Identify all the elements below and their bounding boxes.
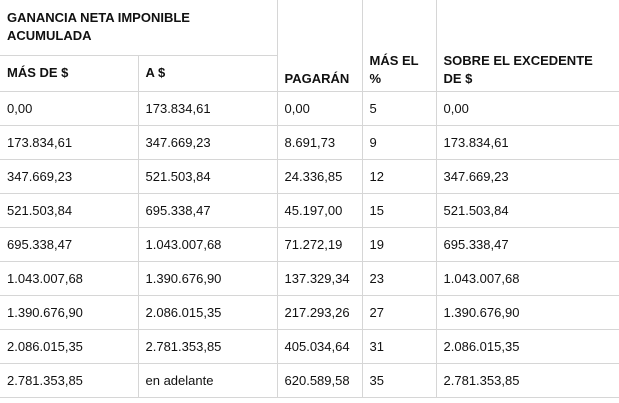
cell-mas-el-porcentaje: 15 bbox=[361, 192, 437, 228]
cell-a: 1.043.007,68 bbox=[137, 226, 278, 262]
cell-sobre-excedente: 2.086.015,35 bbox=[435, 328, 619, 364]
cell-mas-de: 0,00 bbox=[0, 90, 139, 126]
cell-a: en adelante bbox=[137, 362, 278, 398]
cell-sobre-excedente: 521.503,84 bbox=[435, 192, 619, 228]
cell-pagaran: 0,00 bbox=[276, 90, 363, 126]
cell-mas-de: 347.669,23 bbox=[0, 158, 139, 194]
cell-a: 695.338,47 bbox=[137, 192, 278, 228]
cell-sobre-excedente: 2.781.353,85 bbox=[435, 362, 619, 398]
cell-sobre-excedente: 0,00 bbox=[435, 90, 619, 126]
cell-a: 2.781.353,85 bbox=[137, 328, 278, 364]
header-pagaran: PAGARÁN bbox=[276, 0, 363, 92]
cell-sobre-excedente: 347.669,23 bbox=[435, 158, 619, 194]
header-ganancia-neta: GANANCIA NETA IMPONIBLE ACUMULADA bbox=[0, 0, 278, 56]
cell-sobre-excedente: 1.043.007,68 bbox=[435, 260, 619, 296]
header-mas-de: MÁS DE $ bbox=[0, 54, 139, 92]
header-mas-el-porcentaje: MÁS EL % bbox=[361, 0, 437, 92]
cell-mas-el-porcentaje: 19 bbox=[361, 226, 437, 262]
cell-sobre-excedente: 1.390.676,90 bbox=[435, 294, 619, 330]
cell-sobre-excedente: 173.834,61 bbox=[435, 124, 619, 160]
cell-mas-de: 1.390.676,90 bbox=[0, 294, 139, 330]
cell-pagaran: 8.691,73 bbox=[276, 124, 363, 160]
cell-mas-de: 2.781.353,85 bbox=[0, 362, 139, 398]
table-row: 1.043.007,68 1.390.676,90 137.329,34 23 … bbox=[0, 260, 619, 296]
cell-a: 1.390.676,90 bbox=[137, 260, 278, 296]
cell-mas-el-porcentaje: 12 bbox=[361, 158, 437, 194]
cell-mas-de: 521.503,84 bbox=[0, 192, 139, 228]
table-row: 173.834,61 347.669,23 8.691,73 9 173.834… bbox=[0, 124, 619, 160]
table-row: 0,00 173.834,61 0,00 5 0,00 bbox=[0, 90, 619, 126]
table-row: 347.669,23 521.503,84 24.336,85 12 347.6… bbox=[0, 158, 619, 194]
cell-pagaran: 405.034,64 bbox=[276, 328, 363, 364]
cell-mas-de: 173.834,61 bbox=[0, 124, 139, 160]
cell-pagaran: 45.197,00 bbox=[276, 192, 363, 228]
cell-pagaran: 137.329,34 bbox=[276, 260, 363, 296]
cell-a: 173.834,61 bbox=[137, 90, 278, 126]
cell-mas-el-porcentaje: 5 bbox=[361, 90, 437, 126]
table-row: 2.781.353,85 en adelante 620.589,58 35 2… bbox=[0, 362, 619, 398]
cell-mas-el-porcentaje: 23 bbox=[361, 260, 437, 296]
cell-mas-el-porcentaje: 35 bbox=[361, 362, 437, 398]
cell-mas-de: 2.086.015,35 bbox=[0, 328, 139, 364]
cell-pagaran: 24.336,85 bbox=[276, 158, 363, 194]
cell-mas-el-porcentaje: 9 bbox=[361, 124, 437, 160]
cell-a: 347.669,23 bbox=[137, 124, 278, 160]
header-sobre-excedente: SOBRE EL EXCEDENTE DE $ bbox=[435, 0, 619, 92]
cell-sobre-excedente: 695.338,47 bbox=[435, 226, 619, 262]
cell-pagaran: 620.589,58 bbox=[276, 362, 363, 398]
table-row: 2.086.015,35 2.781.353,85 405.034,64 31 … bbox=[0, 328, 619, 364]
cell-mas-de: 1.043.007,68 bbox=[0, 260, 139, 296]
cell-mas-el-porcentaje: 27 bbox=[361, 294, 437, 330]
cell-pagaran: 71.272,19 bbox=[276, 226, 363, 262]
cell-mas-de: 695.338,47 bbox=[0, 226, 139, 262]
cell-a: 521.503,84 bbox=[137, 158, 278, 194]
cell-mas-el-porcentaje: 31 bbox=[361, 328, 437, 364]
cell-pagaran: 217.293,26 bbox=[276, 294, 363, 330]
header-a: A $ bbox=[137, 54, 278, 92]
cell-a: 2.086.015,35 bbox=[137, 294, 278, 330]
table-row: 521.503,84 695.338,47 45.197,00 15 521.5… bbox=[0, 192, 619, 228]
table-row: 1.390.676,90 2.086.015,35 217.293,26 27 … bbox=[0, 294, 619, 330]
table-row: 695.338,47 1.043.007,68 71.272,19 19 695… bbox=[0, 226, 619, 262]
